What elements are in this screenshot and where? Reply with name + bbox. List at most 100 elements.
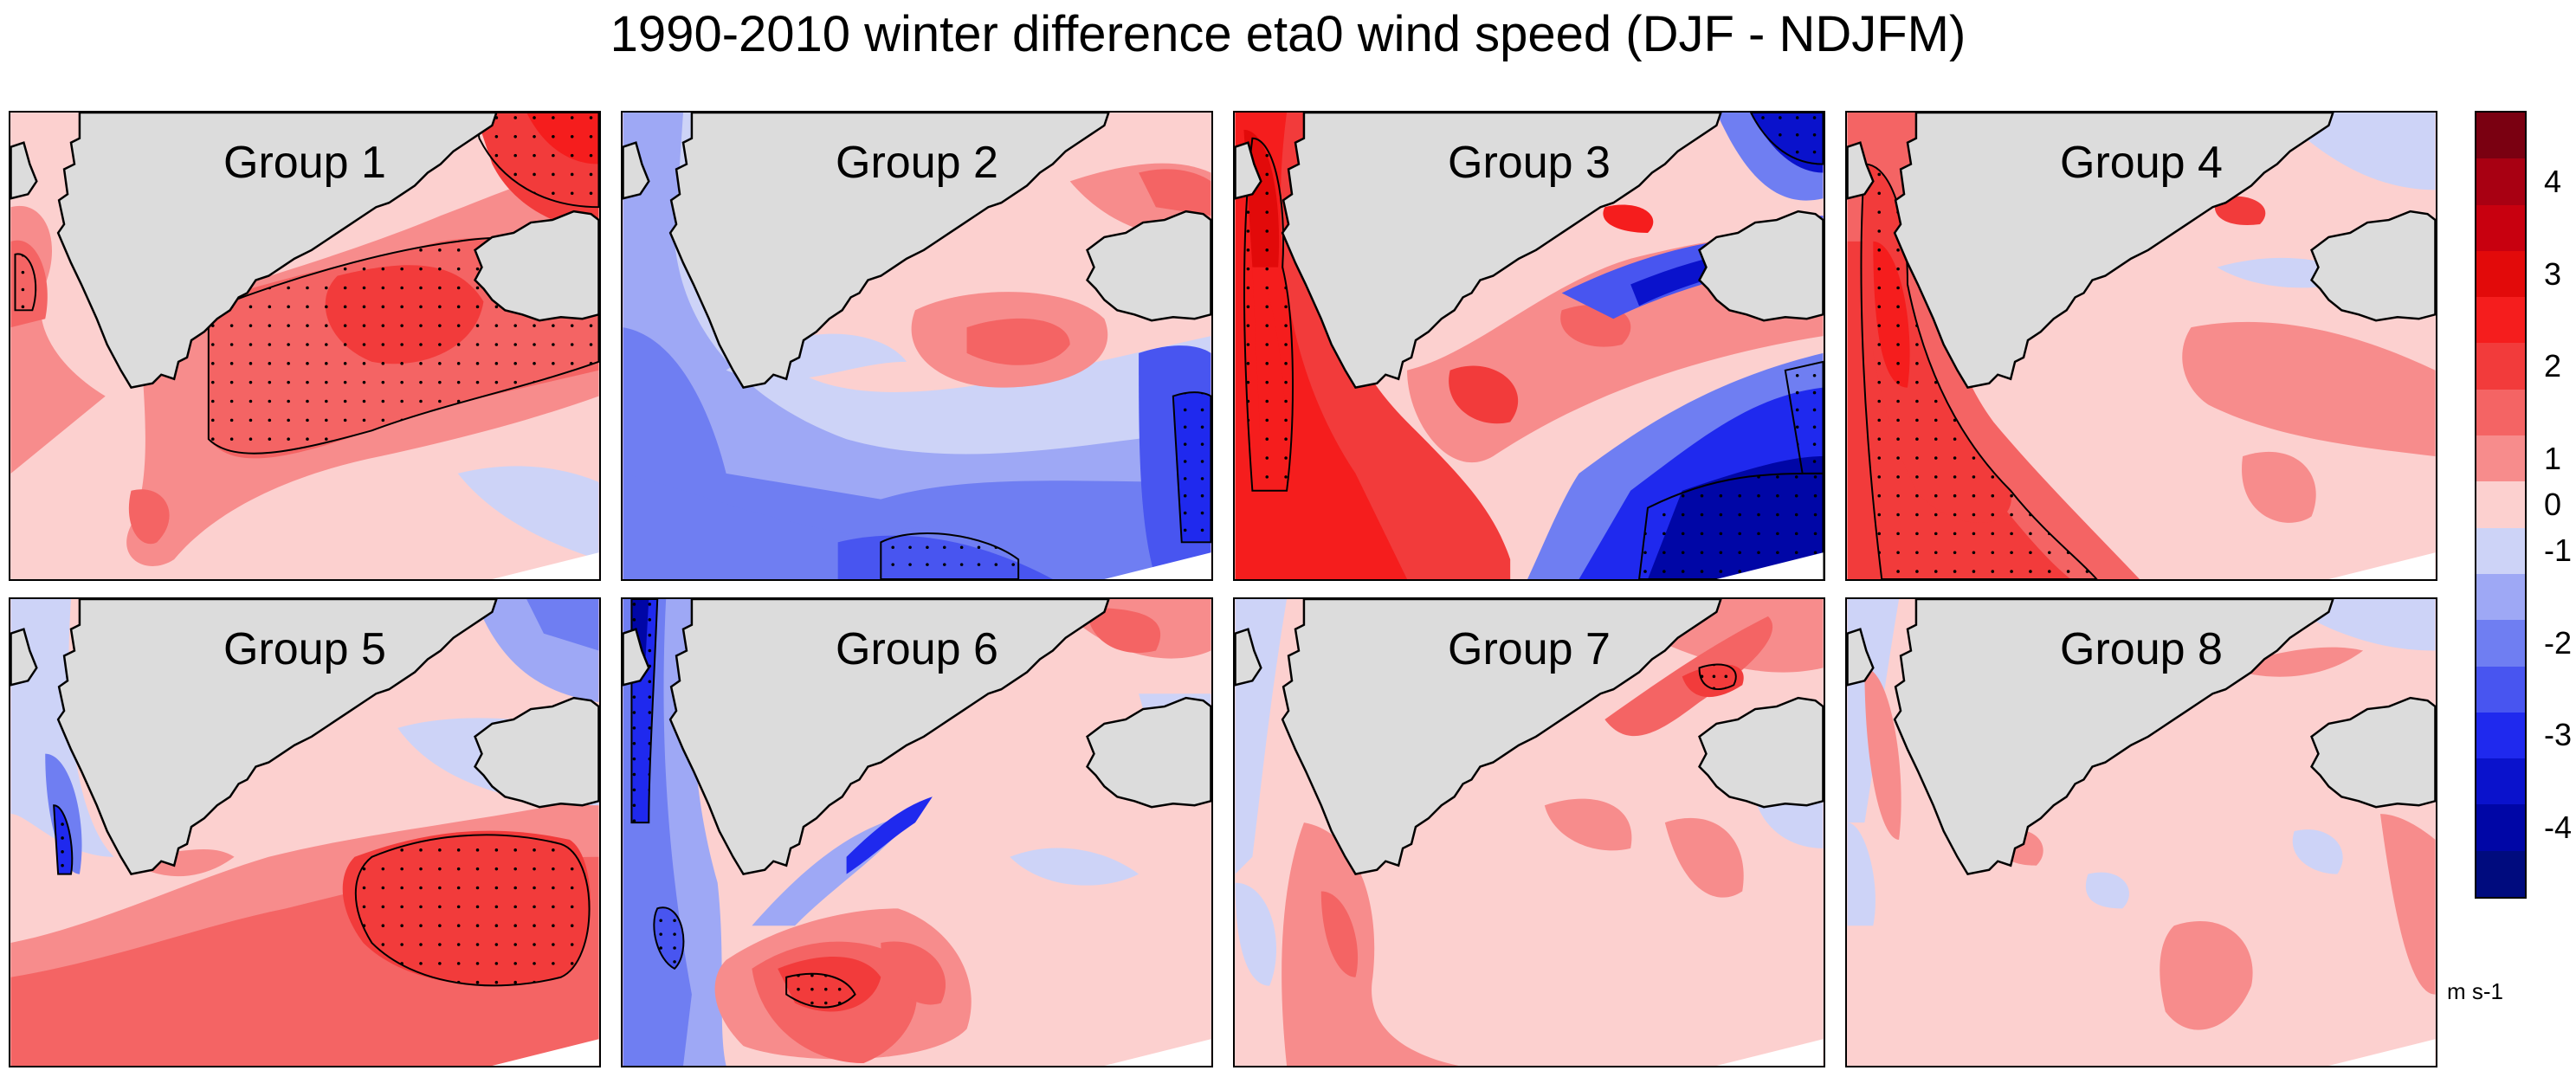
iceland-landmass [474,696,599,809]
iceland-landmass [1086,696,1211,809]
colorbar-tick-label: -3 [2544,717,2573,753]
colorbar-segment [2476,435,2525,482]
contour-region [10,240,48,328]
colorbar [2475,111,2527,899]
wind-anomaly-field [623,599,1211,1066]
contour-region [1449,365,1519,424]
colorbar-segment [2476,527,2525,575]
contour-region [2214,196,2266,226]
colorbar-segment [2476,850,2525,898]
contour-region [526,599,599,651]
colorbar-tick-label: 3 [2544,255,2562,292]
colorbar-segment [2476,804,2525,852]
panel-group-6: Group 6 [621,597,1213,1067]
contour-region [1664,817,1744,898]
greenland-landmass [1281,113,1722,390]
contour-region [1603,204,1654,233]
contour-region [2225,647,2364,677]
map-group-6 [623,599,1211,1066]
panel-group-4: Group 4 [1845,111,2437,581]
contour-region [1320,891,1359,977]
figure-title: 1990-2010 winter difference eta0 wind sp… [610,6,1966,62]
colorbar-units: m s-1 [2447,978,2503,1004]
contour-region [1139,169,1211,216]
contour-region [128,489,170,545]
baffin-landmass [1847,628,1875,687]
wind-anomaly-field [623,113,1211,579]
iceland-landmass [474,210,599,322]
colorbar-tick-label: 2 [2544,348,2562,384]
contour-region [2182,321,2436,457]
colorbar-tick-label: -2 [2544,624,2573,661]
colorbar-segment [2476,389,2525,436]
baffin-landmass [623,141,650,200]
baffin-landmass [1235,141,1262,200]
contour-region [881,941,946,1005]
contour-region [2085,872,2129,909]
map-group-8 [1847,599,2436,1066]
colorbar-segment [2476,343,2525,390]
contour-region [846,796,933,874]
contour-region [837,535,1053,579]
colorbar-tick-label: 0 [2544,487,2562,522]
contour-region [966,318,1070,365]
contour-region [325,265,484,364]
contour-region [2242,451,2316,523]
baffin-landmass [623,628,650,687]
map-group-5 [10,599,599,1066]
colorbar-segment [2476,481,2525,529]
colorbar-segment [2476,113,2525,159]
map-group-3 [1235,113,1824,579]
contour-region [1544,798,1632,851]
baffin-landmass [10,628,38,687]
colorbar-tick-label: -1 [2544,532,2573,569]
colorbar-segment [2476,158,2525,206]
iceland-landmass [1698,696,1824,809]
panel-group-3: Group 3 [1233,111,1825,581]
colorbar-tick-label: 1 [2544,440,2562,476]
colorbar-tick-label: 4 [2544,163,2562,199]
panel-group-2: Group 2 [621,111,1213,581]
colorbar-segment [2476,573,2525,621]
colorbar-segment [2476,712,2525,759]
contour-region [1172,392,1211,543]
contour-region [1847,822,1876,926]
greenland-landmass [56,113,498,390]
wind-anomaly-field [1235,599,1824,1066]
iceland-landmass [2310,696,2436,809]
contour-region [1010,848,1140,886]
greenland-landmass [1281,599,1722,876]
contour-region [1862,164,2011,523]
greenland-landmass [668,599,1110,876]
greenland-landmass [1893,599,2334,876]
significance-stipple [1183,392,1204,532]
colorbar-segment [2476,204,2525,252]
iceland-landmass [2310,210,2436,322]
baffin-landmass [1847,141,1875,200]
contour-region [526,113,599,164]
contour-region [623,327,1211,579]
panel-group-8: Group 8 [1845,597,2437,1067]
wind-anomaly-field [10,599,599,1066]
contour-region [342,830,591,986]
map-group-4 [1847,113,2436,579]
colorbar-segment [2476,620,2525,667]
colorbar-tick-label: -4 [2544,809,2573,846]
colorbar-segment [2476,250,2525,298]
baffin-landmass [1235,628,1262,687]
map-group-1 [10,113,599,579]
colorbar-segment [2476,297,2525,344]
contour-region [2160,920,2253,1030]
iceland-landmass [1698,210,1824,322]
map-group-7 [1235,599,1824,1066]
contour-region [623,113,1211,579]
greenland-landmass [1893,113,2334,390]
contour-region [1235,882,1277,986]
contour-region [1647,456,1824,579]
greenland-landmass [668,113,1110,390]
map-group-2 [623,113,1211,579]
contour-region [1252,267,1288,457]
contour-region [1873,241,1910,388]
panel-group-1: Group 1 [9,111,601,581]
